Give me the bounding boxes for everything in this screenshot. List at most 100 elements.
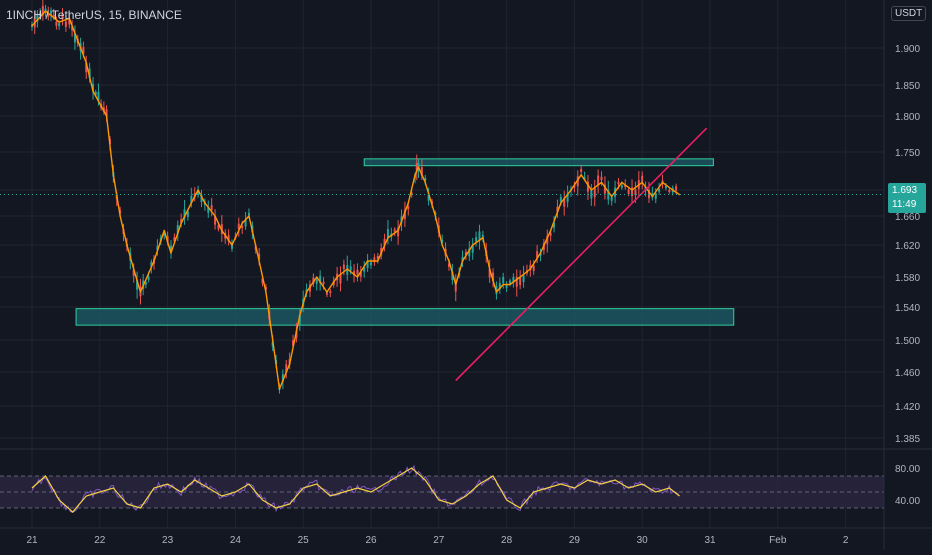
x-tick-label: 30 xyxy=(637,535,649,546)
candle-body xyxy=(147,276,150,280)
ascending-trendline xyxy=(455,127,708,382)
x-tick-label: 23 xyxy=(162,535,174,546)
candle-body xyxy=(546,235,549,244)
candle-body xyxy=(325,292,328,295)
candle-body xyxy=(397,227,400,237)
candle-body xyxy=(454,282,457,292)
candle-body xyxy=(190,195,193,203)
x-tick-label: 31 xyxy=(704,535,716,546)
candle-body xyxy=(55,21,58,26)
candle-body xyxy=(563,198,566,207)
candle-body xyxy=(94,91,97,96)
candle-body xyxy=(231,242,234,249)
x-tick-label: 25 xyxy=(298,535,310,546)
candle-body xyxy=(180,219,183,223)
candle-body xyxy=(217,225,220,230)
candle-body xyxy=(424,177,427,181)
candle-body xyxy=(329,290,332,294)
bar-countdown: 11:49 xyxy=(892,199,917,210)
currency-badge[interactable]: USDT xyxy=(891,6,927,21)
candle-body xyxy=(241,225,244,229)
candle-body xyxy=(85,63,88,73)
candle-body xyxy=(464,252,467,256)
x-tick-label: 27 xyxy=(433,535,445,546)
y-tick-label: 1.420 xyxy=(895,402,920,413)
x-tick-label: 21 xyxy=(26,535,38,546)
candle-body xyxy=(593,187,596,198)
candle-body xyxy=(281,374,284,382)
y-tick-label: 1.800 xyxy=(895,112,920,123)
candle-body xyxy=(52,14,55,18)
candle-body xyxy=(132,269,135,276)
x-tick-label: 22 xyxy=(94,535,106,546)
candle-body xyxy=(658,188,661,192)
candle-body xyxy=(183,209,186,219)
candle-body xyxy=(583,177,586,180)
y-tick-label: 1.750 xyxy=(895,148,920,159)
candle-body xyxy=(461,257,464,262)
candle-body xyxy=(427,194,430,201)
y-tick-label: 1.900 xyxy=(895,44,920,55)
rsi-tick-label: 40.00 xyxy=(895,496,920,507)
candle-body xyxy=(73,33,76,43)
candle-body xyxy=(580,168,583,173)
candle-body xyxy=(258,253,261,260)
candle-body xyxy=(566,193,569,203)
candle-body xyxy=(420,167,423,176)
y-tick-label: 1.850 xyxy=(895,81,920,92)
candle-body xyxy=(492,272,495,281)
y-tick-label: 1.660 xyxy=(895,212,920,223)
candle-body xyxy=(634,189,637,196)
candle-body xyxy=(136,279,139,290)
candle-body xyxy=(556,206,559,213)
rsi-line xyxy=(31,464,680,514)
x-tick-label: 2 xyxy=(843,535,849,546)
x-tick-label: Feb xyxy=(769,535,787,546)
candle-body xyxy=(478,231,481,241)
y-tick-label: 1.460 xyxy=(895,368,920,379)
candle-body xyxy=(97,92,100,101)
candle-body xyxy=(441,240,444,243)
candle-body xyxy=(468,248,471,257)
candle-body xyxy=(641,175,644,182)
candle-body xyxy=(447,263,450,267)
candle-body xyxy=(498,282,501,290)
candle-body xyxy=(237,223,240,230)
candle-body xyxy=(285,364,288,373)
candle-body xyxy=(173,237,176,242)
candle-body xyxy=(536,251,539,259)
candle-body xyxy=(319,275,322,283)
x-tick-label: 29 xyxy=(569,535,581,546)
candle-body xyxy=(176,225,179,234)
candle-body xyxy=(356,269,359,275)
candle-body xyxy=(92,83,95,92)
candle-body xyxy=(247,212,250,216)
candle-body xyxy=(505,284,508,289)
candle-body xyxy=(322,281,325,284)
trendline-layer xyxy=(0,127,884,382)
candle-body xyxy=(539,253,542,256)
candle-body xyxy=(207,206,210,213)
candle-body xyxy=(47,13,50,17)
candle-body xyxy=(573,185,576,188)
candle-body xyxy=(675,186,678,191)
candle-body xyxy=(624,184,627,188)
candle-body xyxy=(664,185,667,189)
y-tick-label: 1.385 xyxy=(895,434,920,445)
candle-body xyxy=(186,211,189,217)
candle-body xyxy=(471,244,474,253)
candle-body xyxy=(654,193,657,199)
candle-body xyxy=(627,189,630,195)
price-zone-rect xyxy=(75,308,735,326)
candle-body xyxy=(315,279,318,284)
candle-body xyxy=(169,245,172,252)
x-tick-label: 26 xyxy=(365,535,377,546)
candle-body xyxy=(410,192,413,195)
candle-body xyxy=(549,233,552,236)
candle-body xyxy=(451,271,454,280)
candle-body xyxy=(349,266,352,271)
candle-body xyxy=(261,278,264,284)
last-price-value: 1.693 xyxy=(892,185,918,196)
